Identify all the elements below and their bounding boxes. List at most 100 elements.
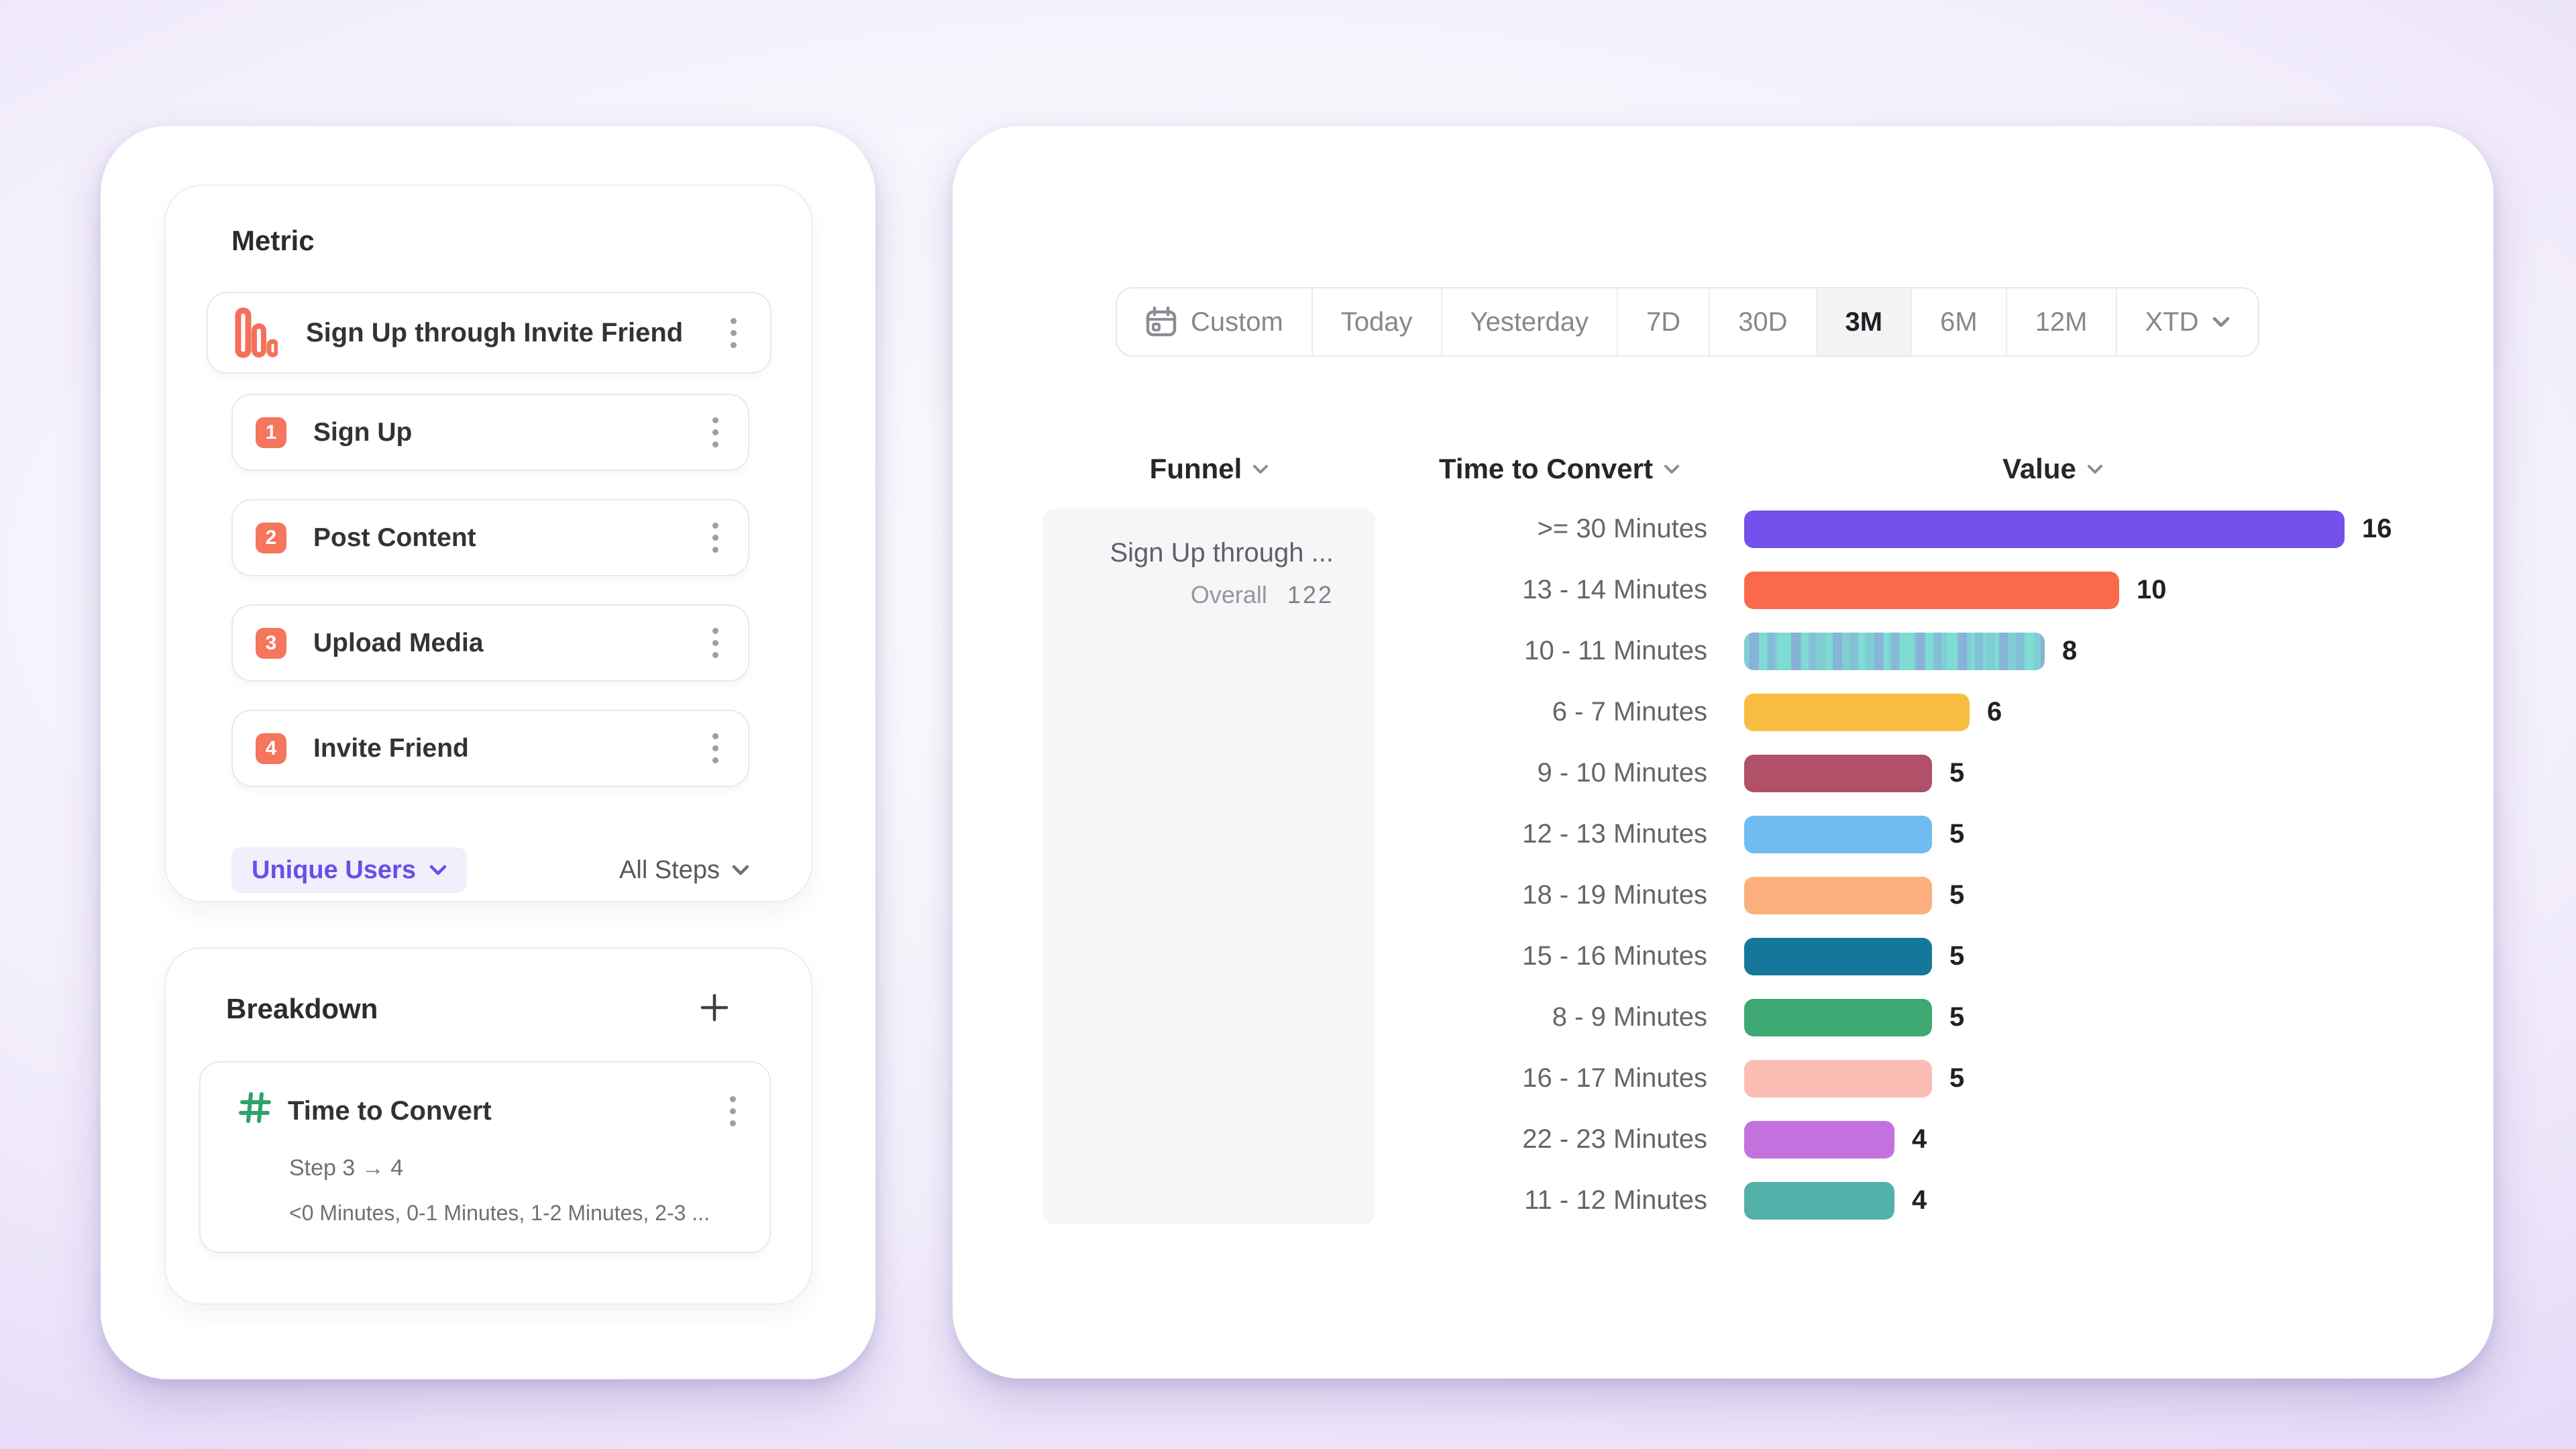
bar[interactable] [1744,754,1932,792]
column-header-value[interactable]: Value [1905,453,2200,485]
hash-icon [238,1091,272,1124]
chevron-down-icon [1253,464,1269,474]
bar[interactable] [1744,693,1970,731]
chart-row: 9 - 10 Minutes 5 [1415,743,2435,804]
chart-row: 12 - 13 Minutes 5 [1415,804,2435,865]
bar-value: 5 [1949,819,1965,849]
date-option-label: 12M [2035,307,2088,337]
column-header-time-to-convert[interactable]: Time to Convert [1439,453,1680,485]
bar[interactable] [1744,1120,1894,1159]
chart-rows: >= 30 Minutes 16 13 - 14 Minutes 10 10 -… [1415,498,2435,1231]
step-label: Invite Friend [313,733,469,763]
step-number-badge: 4 [256,733,286,764]
bucket-label: 12 - 13 Minutes [1522,819,1707,849]
funnel-group-cell[interactable]: Sign Up through ... Overall 122 [1043,508,1375,1224]
chevron-down-icon [1664,464,1679,474]
funnel-step-row-1[interactable]: 1 Sign Up [231,394,749,471]
bar-value: 5 [1949,941,1965,971]
chart-row: 15 - 16 Minutes 5 [1415,926,2435,987]
bar[interactable] [1744,998,1932,1036]
breakdown-property-name: Time to Convert [288,1096,492,1126]
date-option-label: 30D [1738,307,1788,337]
bar-value: 4 [1912,1124,1927,1154]
bar[interactable] [1744,1059,1932,1097]
kebab-menu-icon[interactable] [724,314,743,352]
breakdown-property-card[interactable]: Time to Convert Step 3 → 4 <0 Minutes, 0… [199,1061,771,1253]
chevron-down-icon [2087,464,2102,474]
column-header-funnel[interactable]: Funnel [1043,453,1375,485]
date-option-30d[interactable]: 30D [1709,288,1815,356]
plus-icon[interactable] [697,990,732,1025]
date-option-label: 3M [1845,307,1883,337]
bar[interactable] [1744,571,2119,609]
date-option-label: Yesterday [1470,307,1589,337]
chart-row: 6 - 7 Minutes 6 [1415,682,2435,743]
bucket-label: 18 - 19 Minutes [1522,880,1707,910]
bucket-label: 15 - 16 Minutes [1522,941,1707,971]
funnel-step-row-3[interactable]: 3 Upload Media [231,604,749,682]
bar-value: 8 [2062,636,2078,665]
breakdown-panel: Breakdown Time to Convert Step 3 → 4 <0 … [164,947,812,1305]
funnel-bars-icon [235,307,278,358]
calendar-icon [1146,306,1177,337]
date-option-6m[interactable]: 6M [1911,288,2006,356]
bucket-label: 22 - 23 Minutes [1522,1124,1707,1154]
step-label: Sign Up [313,417,413,447]
kebab-menu-icon[interactable] [706,519,725,557]
bar[interactable] [1744,1181,1894,1220]
date-option-today[interactable]: Today [1311,288,1441,356]
bar-value: 4 [1912,1185,1927,1215]
date-option-xtd[interactable]: XTD [2115,288,2258,356]
date-option-custom[interactable]: Custom [1117,288,1311,356]
bar-value: 6 [1987,697,2002,727]
bucket-label: 9 - 10 Minutes [1537,758,1707,788]
kebab-menu-icon[interactable] [723,1092,743,1130]
bar-value: 5 [1949,880,1965,910]
kebab-menu-icon[interactable] [706,624,725,662]
bar[interactable] [1744,632,2045,670]
chart-row: 13 - 14 Minutes 10 [1415,559,2435,621]
chart-row: 8 - 9 Minutes 5 [1415,987,2435,1048]
funnel-metric-card[interactable]: Sign Up through Invite Friend [207,292,771,374]
breakdown-section-title: Breakdown [226,993,378,1024]
kebab-menu-icon[interactable] [706,413,725,451]
bar[interactable] [1744,937,1932,975]
bucket-label: 8 - 9 Minutes [1552,1002,1707,1032]
date-option-7d[interactable]: 7D [1617,288,1709,356]
bar-value: 5 [1949,1002,1965,1032]
measurement-dropdown[interactable]: Unique Users [231,847,467,893]
date-option-12m[interactable]: 12M [2005,288,2116,356]
funnel-step-row-4[interactable]: 4 Invite Friend [231,710,749,787]
funnel-group-name: Sign Up through ... [1110,538,1334,568]
report-card: Custom Today Yesterday 7D 30D 3M 6M 12M … [953,126,2493,1379]
step-number-badge: 3 [256,627,286,659]
step-label: Upload Media [313,628,484,657]
date-option-label: XTD [2145,307,2199,337]
step-number-badge: 2 [256,522,286,553]
chart-row: >= 30 Minutes 16 [1415,498,2435,559]
kebab-menu-icon[interactable] [706,729,725,767]
bar[interactable] [1744,876,1932,914]
date-option-label: 6M [1940,307,1978,337]
measurement-label: Unique Users [252,855,416,884]
overall-value: 122 [1287,581,1334,608]
bar-value: 16 [2362,514,2392,543]
steps-filter-label: All Steps [619,855,720,884]
date-option-3m-selected[interactable]: 3M [1815,288,1911,356]
step-label: Post Content [313,523,476,552]
steps-filter-dropdown[interactable]: All Steps [619,856,749,885]
chart-row: 16 - 17 Minutes 5 [1415,1048,2435,1109]
date-range-picker: Custom Today Yesterday 7D 30D 3M 6M 12M … [1116,287,2259,357]
overall-label: Overall [1190,581,1267,608]
chart-row: 22 - 23 Minutes 4 [1415,1109,2435,1170]
bar[interactable] [1744,510,2345,548]
bar[interactable] [1744,815,1932,853]
date-option-label: 7D [1646,307,1681,337]
date-option-yesterday[interactable]: Yesterday [1440,288,1617,356]
bar-value: 5 [1949,758,1965,788]
bucket-label: 13 - 14 Minutes [1522,575,1707,604]
column-header-label: Funnel [1149,453,1242,484]
bar-value: 5 [1949,1063,1965,1093]
funnel-step-row-2[interactable]: 2 Post Content [231,499,749,576]
